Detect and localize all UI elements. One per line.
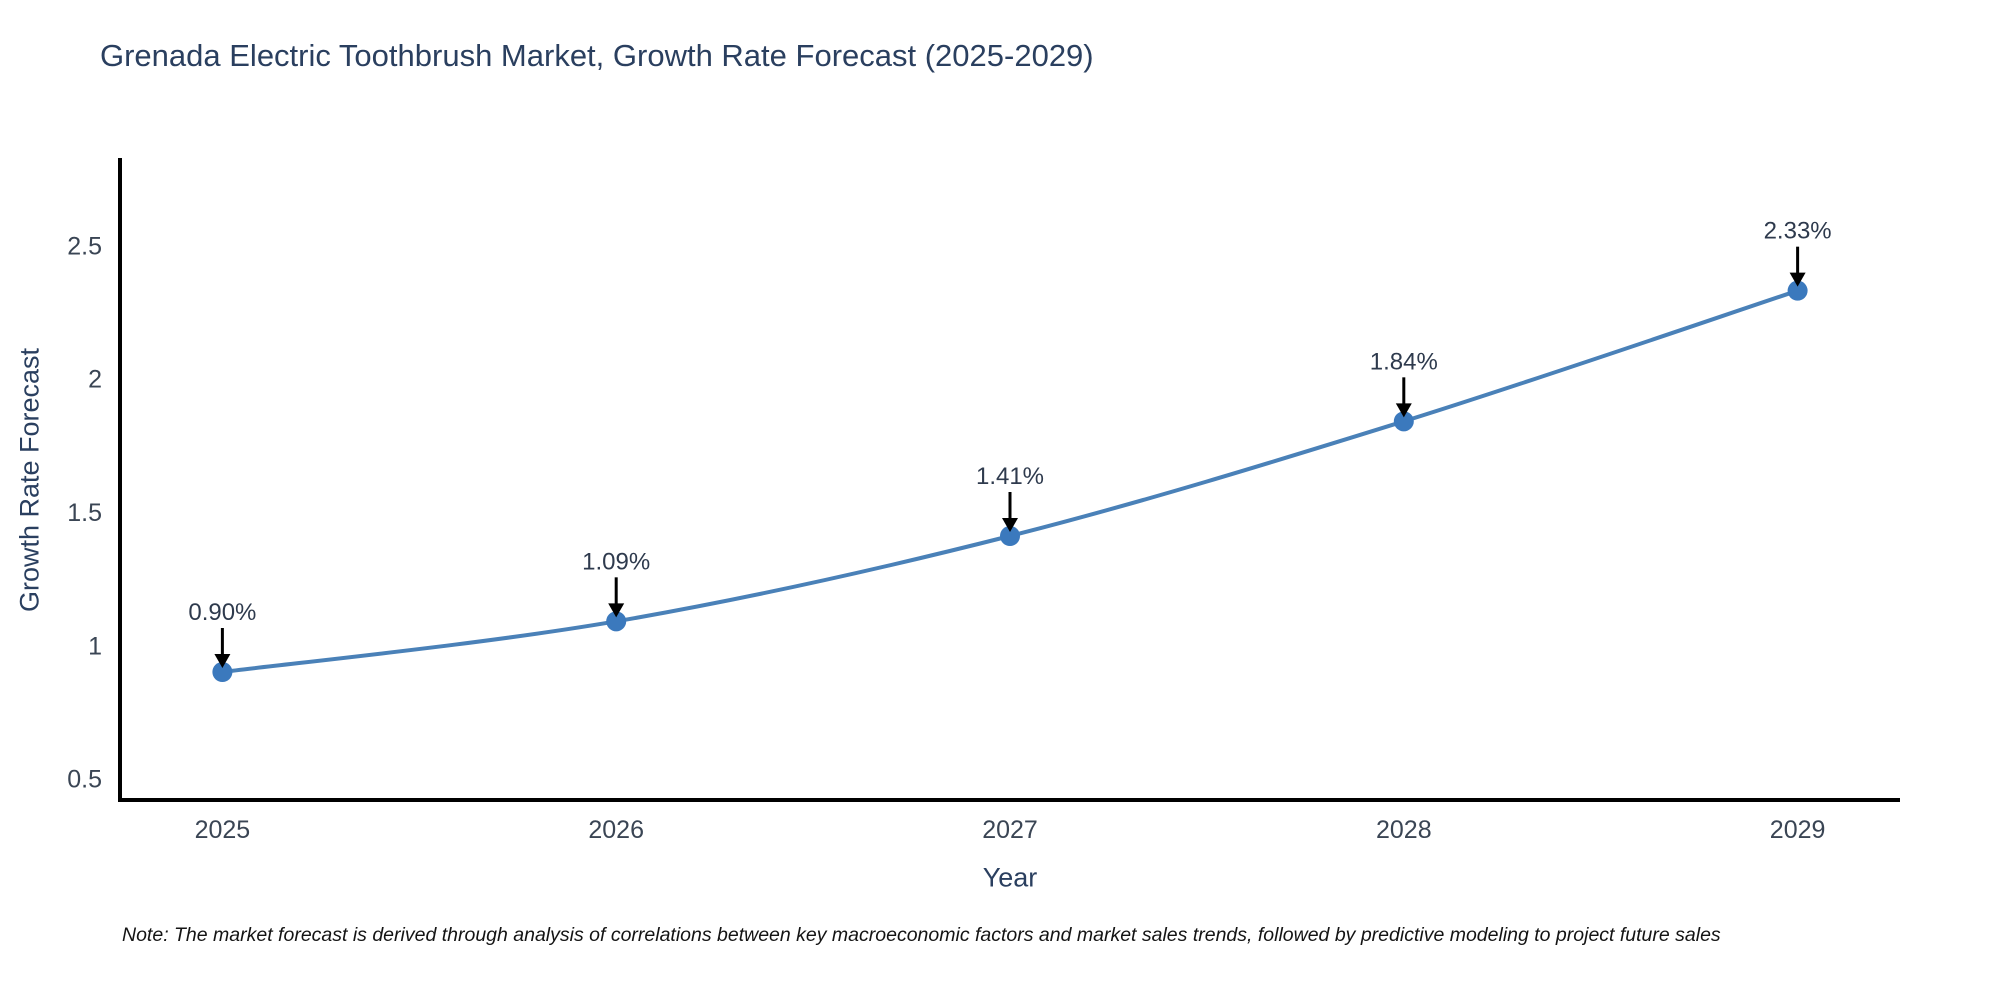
y-tick-label: 1	[88, 632, 102, 660]
data-point-marker	[212, 662, 233, 682]
data-point-label: 2.33%	[1764, 218, 1832, 245]
y-tick-label: 2	[88, 366, 102, 394]
annotation-arrowhead-icon	[1002, 518, 1018, 532]
annotation-arrowhead-icon	[1395, 403, 1412, 418]
x-tick-label: 2028	[1376, 816, 1432, 844]
data-point-label: 1.09%	[582, 548, 650, 575]
x-axis-title: Year	[982, 862, 1038, 893]
footnote: Note: The market forecast is derived thr…	[122, 924, 1721, 946]
x-tick-label: 2025	[195, 816, 251, 844]
data-point-label: 1.41%	[976, 463, 1044, 490]
annotation-arrowhead-icon	[214, 654, 231, 668]
y-tick-label: 2.5	[67, 232, 102, 260]
data-point-marker	[1787, 280, 1808, 301]
y-tick-label: 0.5	[67, 766, 102, 794]
x-tick-label: 2029	[1770, 816, 1826, 844]
data-point-marker	[1000, 526, 1020, 546]
y-tick-label: 1.5	[67, 499, 102, 527]
data-point-label: 1.84%	[1370, 348, 1438, 375]
data-point-marker	[606, 611, 627, 632]
data-point-marker	[1393, 411, 1414, 432]
x-tick-label: 2026	[588, 816, 644, 844]
chart-title: Grenada Electric Toothbrush Market, Grow…	[100, 38, 1094, 73]
data-point-label: 0.90%	[188, 599, 256, 626]
x-tick-label: 2027	[982, 816, 1038, 844]
annotation-arrowhead-icon	[608, 603, 625, 618]
annotation-arrowhead-icon	[1789, 272, 1806, 287]
